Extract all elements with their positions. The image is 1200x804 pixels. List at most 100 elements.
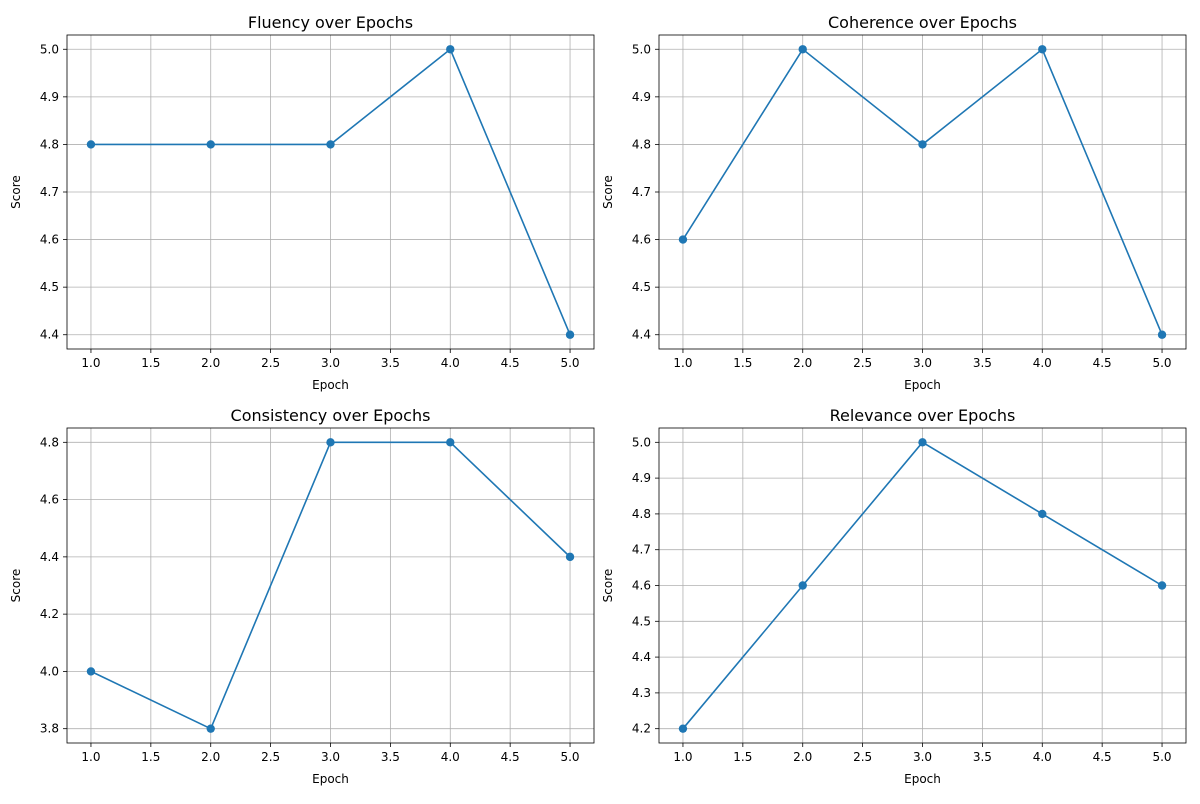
y-tick-label: 5.0	[40, 42, 59, 56]
chart-title: Relevance over Epochs	[830, 406, 1016, 425]
y-tick-label: 4.7	[632, 185, 651, 199]
data-point	[798, 45, 807, 54]
x-axis-label: Epoch	[312, 378, 349, 392]
subplot-3: 1.0 1.5 2.0 2.5 3.0 3.5 4.0 4.5 5.0 4.2 4.3 4.4 4.5 4…	[601, 406, 1187, 786]
data-point	[1038, 45, 1047, 54]
y-tick-label: 4.6	[40, 233, 59, 247]
x-tick-label: 1.0	[673, 750, 692, 764]
y-tick-label: 4.3	[632, 686, 651, 700]
data-point	[86, 140, 96, 149]
y-tick-label: 4.9	[632, 471, 651, 485]
x-tick-label: 4.0	[441, 356, 460, 370]
data-point	[446, 438, 455, 447]
x-tick-label: 2.5	[261, 750, 280, 764]
axes-frame	[658, 427, 1187, 744]
y-tick-label: 3.8	[40, 722, 59, 736]
data-point	[918, 438, 927, 447]
x-tick-label: 4.5	[501, 356, 520, 370]
x-tick-label: 3.0	[913, 750, 932, 764]
x-tick-label: 2.0	[793, 356, 812, 370]
x-tick-label: 2.0	[201, 356, 220, 370]
x-tick-label: 1.5	[141, 356, 160, 370]
y-tick-label: 4.9	[632, 90, 651, 104]
x-tick-label: 1.5	[141, 750, 160, 764]
x-tick-label: 4.5	[501, 750, 520, 764]
data-point	[446, 45, 455, 54]
subplot-1: 1.0 1.5 2.0 2.5 3.0 3.5 4.0 4.5 5.0 4.4 4.5 4.6 4.7 4…	[601, 13, 1187, 392]
y-tick-label: 4.5	[40, 280, 59, 294]
y-tick-label: 4.5	[632, 614, 651, 628]
y-tick-label: 5.0	[632, 42, 651, 56]
y-tick-label: 4.2	[632, 722, 651, 736]
x-tick-label: 5.0	[560, 356, 579, 370]
x-tick-label: 1.0	[673, 356, 692, 370]
data-point	[1038, 509, 1047, 519]
y-tick-label: 4.4	[40, 550, 59, 564]
subplot-2: 1.0 1.5 2.0 2.5 3.0 3.5 4.0 4.5 5.0 3.8 4.0 4.2 4.4 4…	[9, 406, 595, 786]
y-tick-label: 4.6	[632, 579, 651, 593]
y-tick-label: 4.7	[40, 185, 59, 199]
y-tick-label: 4.6	[40, 493, 59, 507]
y-tick-label: 4.8	[632, 137, 651, 151]
data-point	[326, 438, 335, 447]
y-tick-label: 4.9	[40, 90, 59, 104]
data-point	[798, 581, 807, 590]
x-tick-label: 4.5	[1093, 750, 1112, 764]
y-axis-label: Score	[9, 175, 23, 209]
y-axis-label: Score	[9, 569, 23, 603]
x-tick-label: 4.0	[1033, 356, 1052, 370]
y-tick-label: 4.8	[632, 507, 651, 521]
x-tick-label: 1.0	[81, 750, 100, 764]
axes-frame	[66, 427, 595, 744]
y-tick-label: 4.4	[632, 328, 651, 342]
y-tick-label: 4.4	[632, 650, 651, 664]
y-tick-label: 4.8	[40, 137, 59, 151]
x-tick-label: 3.5	[973, 356, 992, 370]
x-tick-label: 2.5	[261, 356, 280, 370]
x-tick-label: 1.5	[733, 750, 752, 764]
y-tick-label: 4.4	[40, 328, 59, 342]
data-point	[206, 724, 215, 733]
x-tick-label: 5.0	[1152, 750, 1171, 764]
subplot-0: 1.0 1.5 2.0 2.5 3.0 3.5 4.0 4.5 5.0 4.4 4.5 4.6 4.7 4…	[9, 13, 595, 392]
x-tick-label: 1.5	[733, 356, 752, 370]
y-axis-label: Score	[601, 175, 615, 209]
x-tick-label: 2.5	[853, 750, 872, 764]
x-tick-label: 4.0	[441, 750, 460, 764]
x-tick-label: 4.0	[1033, 750, 1052, 764]
y-tick-label: 4.2	[40, 607, 59, 621]
x-tick-label: 3.0	[321, 750, 340, 764]
x-tick-label: 3.0	[321, 356, 340, 370]
data-point	[565, 552, 575, 562]
data-point	[1157, 581, 1167, 590]
x-axis-label: Epoch	[904, 378, 941, 392]
y-tick-label: 4.7	[632, 543, 651, 557]
x-tick-label: 2.0	[793, 750, 812, 764]
chart-title: Fluency over Epochs	[248, 13, 413, 32]
y-tick-label: 4.5	[632, 280, 651, 294]
x-tick-label: 2.0	[201, 750, 220, 764]
y-tick-label: 4.8	[40, 435, 59, 449]
x-tick-label: 2.5	[853, 356, 872, 370]
data-point	[326, 140, 335, 149]
x-axis-label: Epoch	[904, 772, 941, 786]
data-point	[1157, 330, 1167, 339]
axes-frame	[658, 34, 1187, 350]
y-tick-label: 5.0	[632, 435, 651, 449]
data-point	[678, 724, 688, 733]
data-point	[918, 140, 927, 149]
x-tick-label: 3.0	[913, 356, 932, 370]
x-tick-label: 4.5	[1093, 356, 1112, 370]
y-tick-label: 4.0	[40, 664, 59, 678]
x-tick-label: 5.0	[560, 750, 579, 764]
data-point	[678, 235, 688, 244]
chart-title: Consistency over Epochs	[231, 406, 431, 425]
x-tick-label: 1.0	[81, 356, 100, 370]
x-tick-label: 3.5	[973, 750, 992, 764]
y-tick-label: 4.6	[632, 233, 651, 247]
x-axis-label: Epoch	[312, 772, 349, 786]
data-point	[86, 667, 96, 676]
x-tick-label: 5.0	[1152, 356, 1171, 370]
axes-frame	[66, 34, 595, 350]
